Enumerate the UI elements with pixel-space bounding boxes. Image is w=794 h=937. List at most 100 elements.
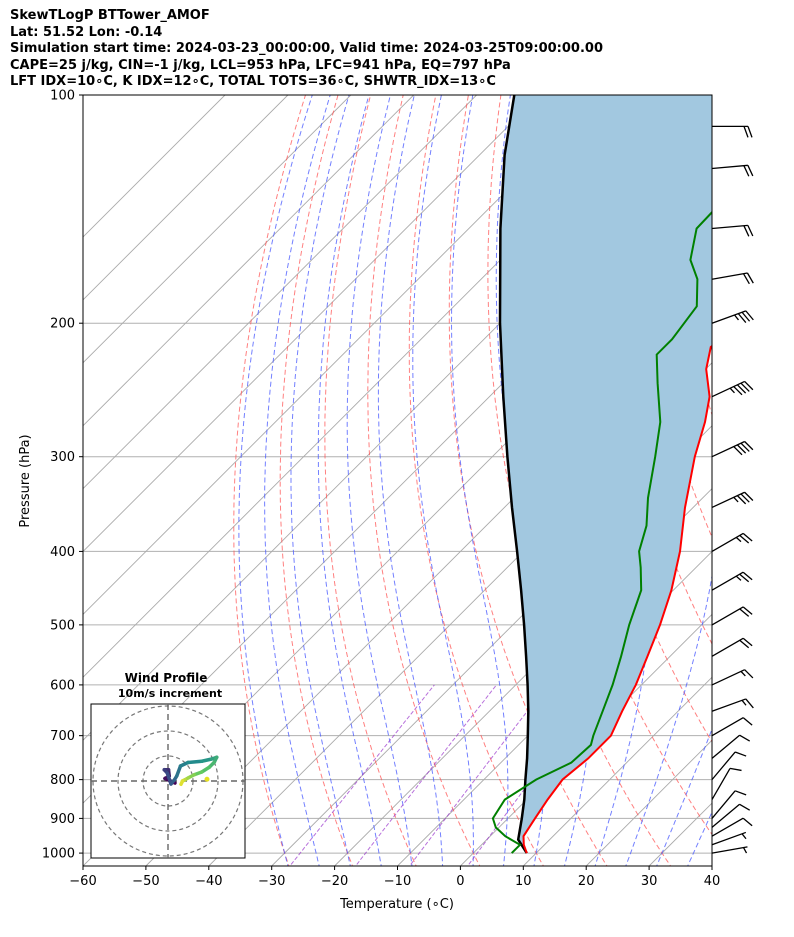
dry-adiabat [408, 95, 544, 866]
x-tick-label: 30 [641, 874, 658, 889]
x-tick-label: 40 [704, 874, 721, 889]
barb-flag [737, 313, 747, 324]
isotherm-line [397, 550, 712, 866]
barb-half-flag [741, 699, 747, 706]
barb-flag [746, 272, 754, 284]
y-tick-label: 300 [50, 450, 75, 465]
wind-barb [711, 571, 753, 591]
wind-barb [711, 717, 753, 737]
dry-adiabat [367, 95, 481, 866]
hodograph-inset: Wind Profile 10m/s increment [90, 671, 246, 859]
barb-staff [711, 637, 744, 657]
moist-adiabat [625, 95, 712, 866]
wind-barb [711, 310, 754, 324]
dry-adiabat [728, 78, 794, 869]
barb-staff [711, 440, 745, 458]
barb-flag [740, 382, 750, 392]
moist-adiabat [238, 95, 313, 866]
lifted-index-line: LFT IDX=10∘C, K IDX=12∘C, TOTAL TOTS=36∘… [10, 74, 496, 89]
barb-flag [733, 386, 743, 396]
moist-adiabat [317, 95, 382, 866]
barb-half-flag [733, 496, 739, 503]
barb-flag [740, 493, 750, 503]
barb-staff [711, 272, 748, 280]
wind-barb [711, 846, 748, 854]
barb-flag [736, 444, 747, 454]
barb-half-flag [735, 536, 742, 543]
x-tick-label: −60 [69, 874, 96, 889]
barb-staff [711, 751, 736, 781]
barb-flag [734, 751, 747, 757]
x-tick-label: −20 [321, 874, 348, 889]
barb-flag [742, 817, 753, 827]
hodograph-surface-point [204, 776, 210, 782]
mixing-ratio-line [289, 684, 435, 866]
barb-flag [742, 571, 753, 581]
wind-barb [711, 767, 742, 800]
chart-header: SkewTLogP BTTower_AMOF Lat: 51.52 Lon: -… [10, 8, 603, 91]
wind-barb [711, 440, 754, 458]
dry-adiabat [448, 95, 608, 866]
dry-adiabat [760, 78, 794, 869]
barb-flag [744, 441, 754, 451]
wind-barb [711, 532, 753, 552]
barb-flag [739, 573, 750, 583]
isotherm-line [711, 865, 712, 866]
mixing-ratio-line [354, 684, 497, 866]
isotherm-line [83, 95, 477, 490]
barb-flag [747, 165, 754, 177]
isotherm-line [775, 95, 794, 866]
hodograph-subtitle: 10m/s increment [118, 687, 222, 700]
barb-staff [711, 803, 740, 828]
barb-flag [734, 790, 747, 796]
isotherm-line [83, 95, 540, 553]
mixing-ratio-line [408, 684, 548, 866]
wind-barb [711, 831, 747, 846]
y-tick-label: 800 [50, 773, 75, 788]
barb-staff [711, 310, 747, 324]
isotherm-line [334, 487, 712, 866]
barb-half-flag [729, 387, 735, 394]
hodograph-ring [117, 730, 219, 832]
x-tick-label: 10 [515, 874, 532, 889]
wind-barb [711, 272, 754, 285]
y-tick-label: 100 [50, 89, 75, 104]
x-tick-label: −50 [132, 874, 159, 889]
barb-flag [745, 698, 754, 709]
barb-flag [747, 126, 753, 138]
wind-barb [711, 751, 747, 781]
y-tick-label: 500 [50, 618, 75, 633]
barb-flag [739, 734, 751, 742]
dewpoint-line [491, 210, 712, 854]
barb-staff [711, 164, 748, 170]
barb-flag [736, 495, 747, 505]
moist-adiabat [717, 95, 794, 869]
moist-adiabat [450, 95, 509, 866]
wind-barb [711, 380, 754, 398]
barb-half-flag [741, 833, 747, 840]
barb-staff [711, 491, 745, 509]
wind-barb [712, 125, 753, 138]
barb-flag [747, 225, 754, 237]
barb-flag [743, 126, 749, 138]
y-tick-label: 900 [50, 812, 75, 827]
wind-barb [711, 224, 754, 237]
wind-barb [711, 803, 751, 828]
isotherm-line [522, 676, 712, 866]
barb-flag [742, 606, 753, 615]
barb-staff [711, 224, 748, 230]
barb-flag [742, 532, 753, 542]
barb-flag [729, 767, 742, 772]
sounding-profiles [491, 95, 712, 854]
isotherm-line [83, 95, 603, 616]
dry-adiabat [324, 95, 417, 866]
y-axis-ticks: 100 200 300 400 500 600 700 800 900 1000 [42, 89, 83, 862]
dry-adiabat [233, 95, 307, 866]
barb-flag [736, 384, 747, 394]
moist-adiabat [412, 95, 474, 866]
x-tick-label: 0 [456, 874, 464, 889]
wind-barb [711, 698, 754, 712]
barb-staff [711, 846, 748, 854]
x-tick-label: −10 [384, 874, 411, 889]
hodograph-title: Wind Profile [125, 671, 208, 685]
